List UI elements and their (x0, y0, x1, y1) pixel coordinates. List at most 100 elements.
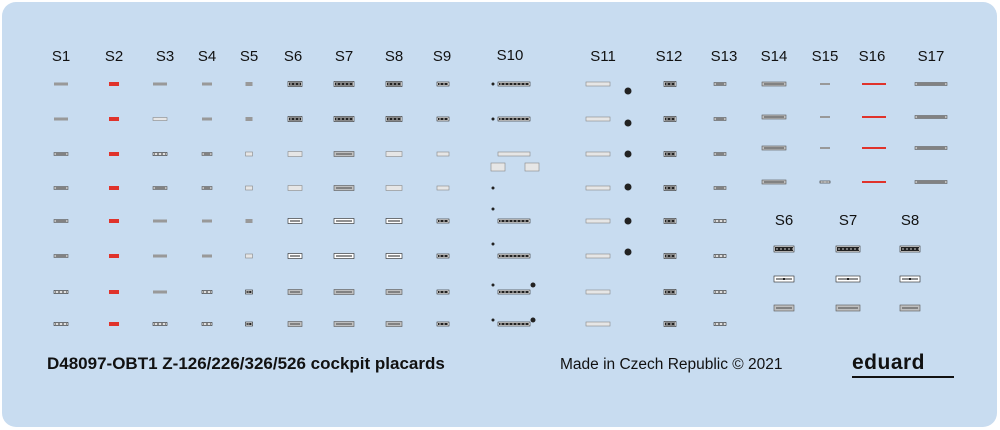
decal-placard (899, 304, 921, 312)
product-code-title: D48097-OBT1 Z-126/226/326/526 cockpit pl… (47, 354, 445, 373)
decal-placard (53, 219, 69, 223)
decal-placard (333, 218, 355, 224)
decal-placard (713, 254, 727, 258)
decal-placard (109, 117, 119, 121)
label-s14: S14 (760, 48, 788, 65)
decal-placard (109, 152, 119, 156)
decal-placard (585, 218, 611, 224)
decal-placard (202, 117, 212, 121)
decal-placard (862, 83, 886, 85)
decal-placard (385, 289, 403, 295)
decal-placard (109, 254, 119, 258)
decal-placard (585, 321, 611, 327)
decal-placard (497, 253, 531, 259)
decal-placard (713, 322, 727, 326)
decal-placard (53, 152, 69, 156)
decal-placard (497, 81, 531, 87)
decal-placard (436, 116, 450, 122)
decal-placard (585, 151, 611, 157)
decal-placard (585, 289, 611, 295)
decal-placard (385, 321, 403, 327)
decal-placard (385, 116, 403, 122)
label-s12: S12 (655, 48, 683, 65)
decal-placard (663, 289, 677, 295)
label-s16: S16 (858, 48, 886, 65)
decal-placard (152, 186, 168, 190)
decal-placard (773, 275, 795, 283)
decal-placard (245, 321, 253, 327)
label-s15: S15 (811, 48, 839, 65)
decal-placard (54, 117, 68, 121)
decal-placard (201, 322, 213, 326)
decal-placard (152, 117, 168, 121)
decal-placard (245, 82, 253, 86)
decal-placard (245, 117, 253, 121)
label-s3: S3 (155, 48, 175, 65)
decal-placard (245, 289, 253, 295)
decal-placard (497, 116, 531, 122)
decal-placard (585, 81, 611, 87)
decal-placard (436, 289, 450, 295)
decal-placard (385, 81, 403, 87)
decal-placard (333, 253, 355, 259)
decal-placard (53, 186, 69, 190)
label-lower-s8: S8 (900, 212, 920, 229)
decal-placard (773, 245, 795, 253)
decal-placard (202, 219, 212, 223)
decal-placard (287, 185, 303, 191)
decal-placard (287, 151, 303, 157)
decal-placard (385, 253, 403, 259)
decal-placard (109, 290, 119, 294)
decal-placard (436, 218, 450, 224)
decal-placard (663, 116, 677, 122)
decal-placard (713, 117, 727, 121)
decal-placard (333, 185, 355, 191)
decal-placard (713, 290, 727, 294)
decal-placard (333, 151, 355, 157)
decal-placard (245, 185, 253, 191)
label-s7: S7 (334, 48, 354, 65)
decal-placard (436, 81, 450, 87)
decal-placard (663, 151, 677, 157)
decal-placard (333, 81, 355, 87)
decal-placard (109, 219, 119, 223)
decal-placard (436, 151, 450, 157)
decal-placard (54, 82, 68, 86)
decal-placard (287, 116, 303, 122)
decal-placard (245, 151, 253, 157)
decal-placard (761, 114, 787, 120)
decal-placard (761, 145, 787, 151)
decal-placard (436, 185, 450, 191)
decal-placard (202, 82, 212, 86)
decal-placard (761, 179, 787, 185)
decal-placard (153, 219, 167, 223)
decal-placard (497, 218, 531, 224)
decal-placard (385, 185, 403, 191)
decal-placard (436, 321, 450, 327)
decal-placard (490, 162, 506, 172)
decal-placard (245, 253, 253, 259)
decal-placard (663, 218, 677, 224)
decal-placard (914, 180, 948, 184)
decal-placard (53, 254, 69, 258)
decal-placard (287, 218, 303, 224)
decal-placard (820, 83, 830, 85)
decal-placard (862, 181, 886, 183)
decal-placard (53, 290, 69, 294)
decal-placard (436, 253, 450, 259)
label-s10: S10 (496, 47, 524, 64)
decal-placard (835, 304, 861, 312)
label-s4: S4 (197, 48, 217, 65)
decal-placard (385, 151, 403, 157)
decal-placard (153, 290, 167, 294)
label-s17: S17 (917, 48, 945, 65)
decal-placard (663, 185, 677, 191)
decal-placard (153, 82, 167, 86)
label-s6: S6 (283, 48, 303, 65)
made-in-notice: Made in Czech Republic © 2021 (560, 356, 783, 373)
label-s8: S8 (384, 48, 404, 65)
label-lower-s6: S6 (774, 212, 794, 229)
label-s13: S13 (710, 48, 738, 65)
